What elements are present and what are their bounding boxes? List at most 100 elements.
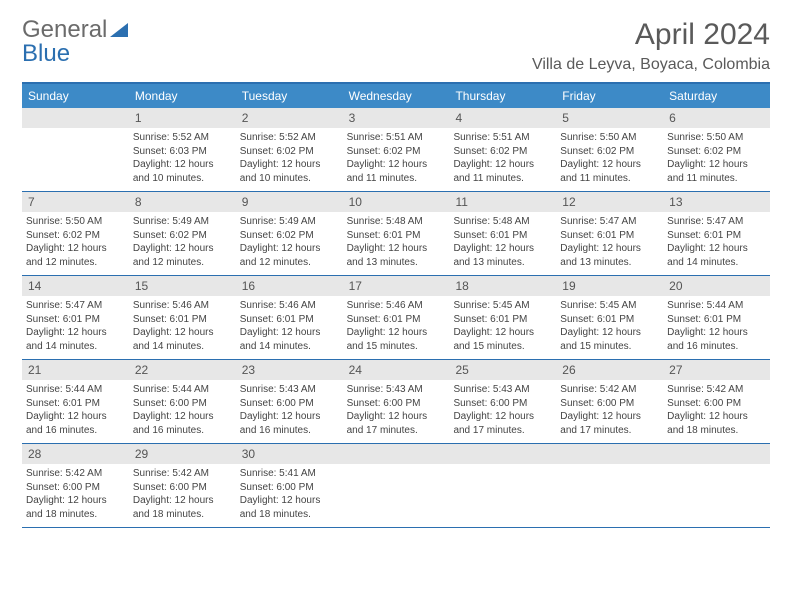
day-details: Sunrise: 5:51 AMSunset: 6:02 PMDaylight:… [449,128,556,191]
day-cell: 24Sunrise: 5:43 AMSunset: 6:00 PMDayligh… [343,360,450,443]
day-details: Sunrise: 5:51 AMSunset: 6:02 PMDaylight:… [343,128,450,191]
day-cell: 5Sunrise: 5:50 AMSunset: 6:02 PMDaylight… [556,108,663,191]
day-number: 7 [22,192,129,212]
day-number: 6 [663,108,770,128]
day-number: 19 [556,276,663,296]
day-number: 4 [449,108,556,128]
day-number: 26 [556,360,663,380]
day-cell: 20Sunrise: 5:44 AMSunset: 6:01 PMDayligh… [663,276,770,359]
day-cell: 13Sunrise: 5:47 AMSunset: 6:01 PMDayligh… [663,192,770,275]
day-cell: 19Sunrise: 5:45 AMSunset: 6:01 PMDayligh… [556,276,663,359]
week-row: 28Sunrise: 5:42 AMSunset: 6:00 PMDayligh… [22,444,770,528]
day-number [343,444,450,464]
day-number: 2 [236,108,343,128]
day-details: Sunrise: 5:43 AMSunset: 6:00 PMDaylight:… [236,380,343,443]
day-details: Sunrise: 5:42 AMSunset: 6:00 PMDaylight:… [663,380,770,443]
day-number: 15 [129,276,236,296]
day-cell: 26Sunrise: 5:42 AMSunset: 6:00 PMDayligh… [556,360,663,443]
day-details: Sunrise: 5:45 AMSunset: 6:01 PMDaylight:… [556,296,663,359]
weekday-header: Monday [129,84,236,108]
day-number: 20 [663,276,770,296]
weekday-header: Friday [556,84,663,108]
day-details: Sunrise: 5:52 AMSunset: 6:03 PMDaylight:… [129,128,236,191]
day-cell: 21Sunrise: 5:44 AMSunset: 6:01 PMDayligh… [22,360,129,443]
day-number [663,444,770,464]
day-number: 23 [236,360,343,380]
weekday-header: Tuesday [236,84,343,108]
day-cell: 27Sunrise: 5:42 AMSunset: 6:00 PMDayligh… [663,360,770,443]
day-cell [449,444,556,527]
day-details: Sunrise: 5:45 AMSunset: 6:01 PMDaylight:… [449,296,556,359]
day-number: 17 [343,276,450,296]
week-row: 1Sunrise: 5:52 AMSunset: 6:03 PMDaylight… [22,108,770,192]
day-number: 22 [129,360,236,380]
day-cell: 10Sunrise: 5:48 AMSunset: 6:01 PMDayligh… [343,192,450,275]
week-row: 21Sunrise: 5:44 AMSunset: 6:01 PMDayligh… [22,360,770,444]
day-number: 24 [343,360,450,380]
day-number: 14 [22,276,129,296]
day-details: Sunrise: 5:46 AMSunset: 6:01 PMDaylight:… [343,296,450,359]
location-subtitle: Villa de Leyva, Boyaca, Colombia [532,56,770,74]
day-details: Sunrise: 5:43 AMSunset: 6:00 PMDaylight:… [343,380,450,443]
day-cell [22,108,129,191]
logo-text-1: General [22,16,107,43]
weekday-header: Wednesday [343,84,450,108]
day-cell: 15Sunrise: 5:46 AMSunset: 6:01 PMDayligh… [129,276,236,359]
day-number: 10 [343,192,450,212]
day-cell: 22Sunrise: 5:44 AMSunset: 6:00 PMDayligh… [129,360,236,443]
day-number: 9 [236,192,343,212]
day-number [556,444,663,464]
day-number: 8 [129,192,236,212]
day-details: Sunrise: 5:50 AMSunset: 6:02 PMDaylight:… [22,212,129,275]
day-number: 16 [236,276,343,296]
day-details: Sunrise: 5:41 AMSunset: 6:00 PMDaylight:… [236,464,343,527]
week-row: 7Sunrise: 5:50 AMSunset: 6:02 PMDaylight… [22,192,770,276]
day-cell: 7Sunrise: 5:50 AMSunset: 6:02 PMDaylight… [22,192,129,275]
day-cell [343,444,450,527]
day-cell: 4Sunrise: 5:51 AMSunset: 6:02 PMDaylight… [449,108,556,191]
day-cell: 3Sunrise: 5:51 AMSunset: 6:02 PMDaylight… [343,108,450,191]
day-number: 27 [663,360,770,380]
header: General Blue April 2024 Villa de Leyva, … [22,18,770,74]
day-details: Sunrise: 5:43 AMSunset: 6:00 PMDaylight:… [449,380,556,443]
day-details: Sunrise: 5:42 AMSunset: 6:00 PMDaylight:… [22,464,129,527]
day-details: Sunrise: 5:44 AMSunset: 6:00 PMDaylight:… [129,380,236,443]
calendar: SundayMondayTuesdayWednesdayThursdayFrid… [22,82,770,528]
day-details: Sunrise: 5:49 AMSunset: 6:02 PMDaylight:… [236,212,343,275]
day-details: Sunrise: 5:47 AMSunset: 6:01 PMDaylight:… [22,296,129,359]
day-number: 28 [22,444,129,464]
day-details: Sunrise: 5:50 AMSunset: 6:02 PMDaylight:… [663,128,770,191]
page-title: April 2024 [532,18,770,52]
day-cell: 6Sunrise: 5:50 AMSunset: 6:02 PMDaylight… [663,108,770,191]
weekday-header-row: SundayMondayTuesdayWednesdayThursdayFrid… [22,84,770,108]
day-details: Sunrise: 5:50 AMSunset: 6:02 PMDaylight:… [556,128,663,191]
day-details: Sunrise: 5:46 AMSunset: 6:01 PMDaylight:… [129,296,236,359]
weekday-header: Sunday [22,84,129,108]
logo-triangle-icon [110,23,128,37]
day-details: Sunrise: 5:48 AMSunset: 6:01 PMDaylight:… [343,212,450,275]
day-cell: 1Sunrise: 5:52 AMSunset: 6:03 PMDaylight… [129,108,236,191]
calendar-body: 1Sunrise: 5:52 AMSunset: 6:03 PMDaylight… [22,108,770,528]
day-cell: 28Sunrise: 5:42 AMSunset: 6:00 PMDayligh… [22,444,129,527]
weekday-header: Saturday [663,84,770,108]
day-number: 1 [129,108,236,128]
day-details: Sunrise: 5:47 AMSunset: 6:01 PMDaylight:… [556,212,663,275]
day-details: Sunrise: 5:47 AMSunset: 6:01 PMDaylight:… [663,212,770,275]
day-cell: 29Sunrise: 5:42 AMSunset: 6:00 PMDayligh… [129,444,236,527]
day-details: Sunrise: 5:48 AMSunset: 6:01 PMDaylight:… [449,212,556,275]
day-number: 21 [22,360,129,380]
day-cell: 9Sunrise: 5:49 AMSunset: 6:02 PMDaylight… [236,192,343,275]
day-cell: 17Sunrise: 5:46 AMSunset: 6:01 PMDayligh… [343,276,450,359]
day-details: Sunrise: 5:44 AMSunset: 6:01 PMDaylight:… [22,380,129,443]
day-cell: 14Sunrise: 5:47 AMSunset: 6:01 PMDayligh… [22,276,129,359]
day-number: 11 [449,192,556,212]
logo-text-2: Blue [22,40,70,67]
day-details: Sunrise: 5:49 AMSunset: 6:02 PMDaylight:… [129,212,236,275]
day-details: Sunrise: 5:42 AMSunset: 6:00 PMDaylight:… [556,380,663,443]
day-number: 30 [236,444,343,464]
logo: General Blue [22,18,128,66]
day-number: 18 [449,276,556,296]
day-cell: 2Sunrise: 5:52 AMSunset: 6:02 PMDaylight… [236,108,343,191]
day-number: 25 [449,360,556,380]
day-cell: 12Sunrise: 5:47 AMSunset: 6:01 PMDayligh… [556,192,663,275]
